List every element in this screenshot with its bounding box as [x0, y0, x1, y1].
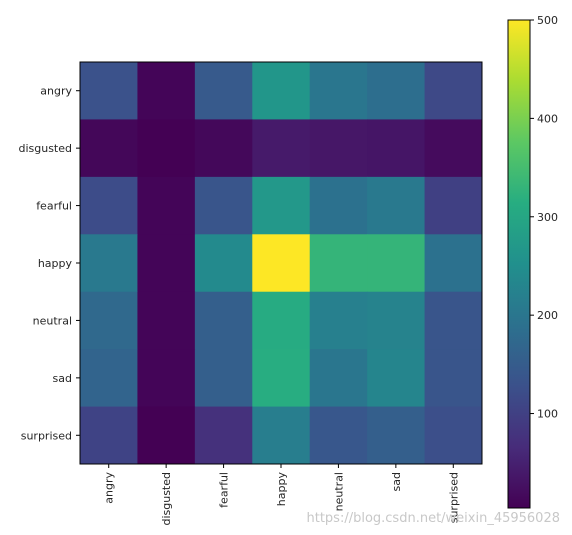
heatmap-cell-happy-angry [80, 234, 138, 293]
colorbar-tick-label: 300 [537, 211, 558, 224]
x-tick-label: fearful [218, 472, 231, 508]
y-axis-ticks: angry disgusted fearful happy neutral sad surp… [18, 85, 80, 442]
heatmap-cell-angry-disgusted [137, 62, 196, 120]
heatmap-cell-surprised-neutral [309, 406, 368, 465]
y-tick-label: sad [53, 372, 72, 385]
heatmap-cell-neutral-fearful [194, 291, 253, 350]
x-tick-label: happy [275, 472, 288, 507]
heatmap-cell-sad-neutral [309, 349, 368, 408]
y-tick-label: disgusted [18, 142, 72, 155]
heatmap-cell-disgusted-angry [80, 119, 138, 178]
heatmap-cell-surprised-surprised [424, 406, 483, 465]
x-tick-label: neutral [332, 472, 345, 511]
x-tick-label: sad [390, 472, 403, 491]
heatmap-cell-neutral-neutral [309, 291, 368, 350]
heatmap-cell-disgusted-sad [367, 119, 426, 178]
heatmap-cell-surprised-fearful [194, 406, 253, 465]
heatmap-cell-happy-happy [252, 234, 311, 293]
x-tick-label: surprised [447, 472, 460, 523]
x-tick-label: angry [103, 472, 116, 504]
heatmap-cell-sad-disgusted [137, 349, 196, 408]
heatmap-cell-happy-disgusted [137, 234, 196, 293]
heatmap-cell-happy-fearful [194, 234, 253, 293]
heatmap-cell-fearful-neutral [309, 176, 368, 235]
heatmap-cell-neutral-angry [80, 291, 138, 350]
heatmap-cell-angry-sad [367, 62, 426, 120]
y-tick-label: surprised [21, 429, 72, 442]
heatmap-cell-surprised-disgusted [137, 406, 196, 465]
heatmap-cell-sad-angry [80, 349, 138, 408]
y-tick-label: fearful [36, 200, 72, 213]
heatmap-cell-fearful-surprised [424, 176, 483, 235]
y-tick-label: angry [40, 85, 72, 98]
heatmap-cell-surprised-happy [252, 406, 311, 465]
heatmap-cell-disgusted-disgusted [137, 119, 196, 178]
heatmap-cell-neutral-sad [367, 291, 426, 350]
heatmap-cell-sad-happy [252, 349, 311, 408]
watermark-text: https://blog.csdn.net/weixin_45956028 [306, 511, 560, 526]
y-tick-label: neutral [33, 314, 72, 327]
heatmap-cell-neutral-disgusted [137, 291, 196, 350]
heatmap-cell-fearful-sad [367, 176, 426, 235]
colorbar-tick-label: 100 [537, 408, 558, 421]
heatmap-cell-angry-fearful [194, 62, 253, 120]
heatmap-cell-disgusted-surprised [424, 119, 483, 178]
heatmap-cell-surprised-sad [367, 406, 426, 465]
heatmap-cell-angry-angry [80, 62, 138, 120]
heatmap-cell-sad-sad [367, 349, 426, 408]
heatmap-cell-surprised-angry [80, 406, 138, 465]
heatmap-cell-disgusted-fearful [194, 119, 253, 178]
colorbar-tick-label: 200 [537, 309, 558, 322]
heatmap-cell-neutral-happy [252, 291, 311, 350]
colorbar-ticks: 100 200 300 400 500 [530, 14, 558, 421]
y-tick-label: happy [38, 257, 73, 270]
heatmap-cell-fearful-happy [252, 176, 311, 235]
heatmap-cell-angry-neutral [309, 62, 368, 120]
heatmap-cell-sad-fearful [194, 349, 253, 408]
x-axis-ticks: angry disgusted fearful happy neutral sad surp… [103, 464, 460, 526]
heatmap-cell-disgusted-happy [252, 119, 311, 178]
heatmap-cell-angry-surprised [424, 62, 483, 120]
heatmap-cell-fearful-fearful [194, 176, 253, 235]
heatmap-cells [80, 62, 483, 465]
colorbar [507, 19, 531, 509]
heatmap-cell-fearful-disgusted [137, 176, 196, 235]
colorbar-tick-label: 500 [537, 14, 558, 27]
heatmap-cell-fearful-angry [80, 176, 138, 235]
heatmap-cell-sad-surprised [424, 349, 483, 408]
heatmap-cell-happy-sad [367, 234, 426, 293]
heatmap-cell-disgusted-neutral [309, 119, 368, 178]
heatmap-cell-neutral-surprised [424, 291, 483, 350]
heatmap-cell-angry-happy [252, 62, 311, 120]
heatmap-cell-happy-surprised [424, 234, 483, 293]
colorbar-tick-label: 400 [537, 112, 558, 125]
heatmap-cell-happy-neutral [309, 234, 368, 293]
x-tick-label: disgusted [160, 472, 173, 526]
